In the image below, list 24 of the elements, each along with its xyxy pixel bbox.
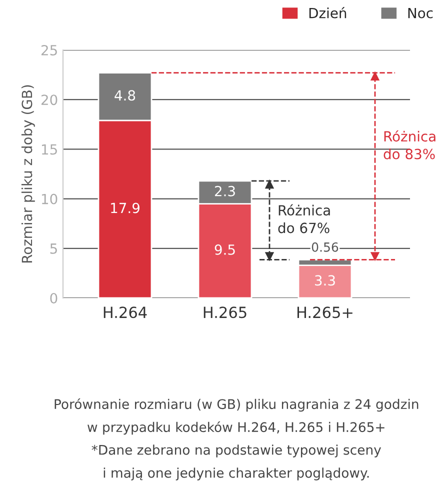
data-label: 4.8 xyxy=(114,90,136,101)
y-tick-label: 15 xyxy=(42,144,57,155)
y-tick-label: 0 xyxy=(50,292,58,304)
data-label: 2.3 xyxy=(214,186,235,196)
data-label: 17.9 xyxy=(111,202,140,214)
annotation: Różnica do 83% xyxy=(384,130,436,160)
text: i mają one jedynie charakter poglądowy. xyxy=(104,468,369,480)
annotation: Różnica do 67% xyxy=(278,204,330,234)
text: Porównanie rozmiaru (w GB) pliku nagrania z 24 godzin xyxy=(54,398,418,412)
legend-label: Dzień xyxy=(309,6,346,18)
y-axis-title: Rozmiar pliku z doby (GB) xyxy=(21,85,35,263)
x-tick-label: H.265+ xyxy=(297,306,352,318)
text: *Dane zebrano na podstawie typowej sceny xyxy=(92,444,382,458)
data-label: 9.5 xyxy=(214,244,235,255)
y-tick-label: 25 xyxy=(41,44,57,56)
y-tick-label: 5 xyxy=(50,244,57,254)
x-tick-label: H.264 xyxy=(104,306,147,318)
text: w przypadku kodeków H.264, H.265 i H.265+ xyxy=(88,421,384,435)
data-label: 3.3 xyxy=(315,275,335,286)
legend-label: Noc xyxy=(408,8,433,18)
y-tick-label: 20 xyxy=(41,94,58,106)
y-tick-label: 10 xyxy=(42,194,58,204)
data-label: 0.56 xyxy=(312,242,338,252)
x-tick-label: H.265 xyxy=(204,306,246,318)
